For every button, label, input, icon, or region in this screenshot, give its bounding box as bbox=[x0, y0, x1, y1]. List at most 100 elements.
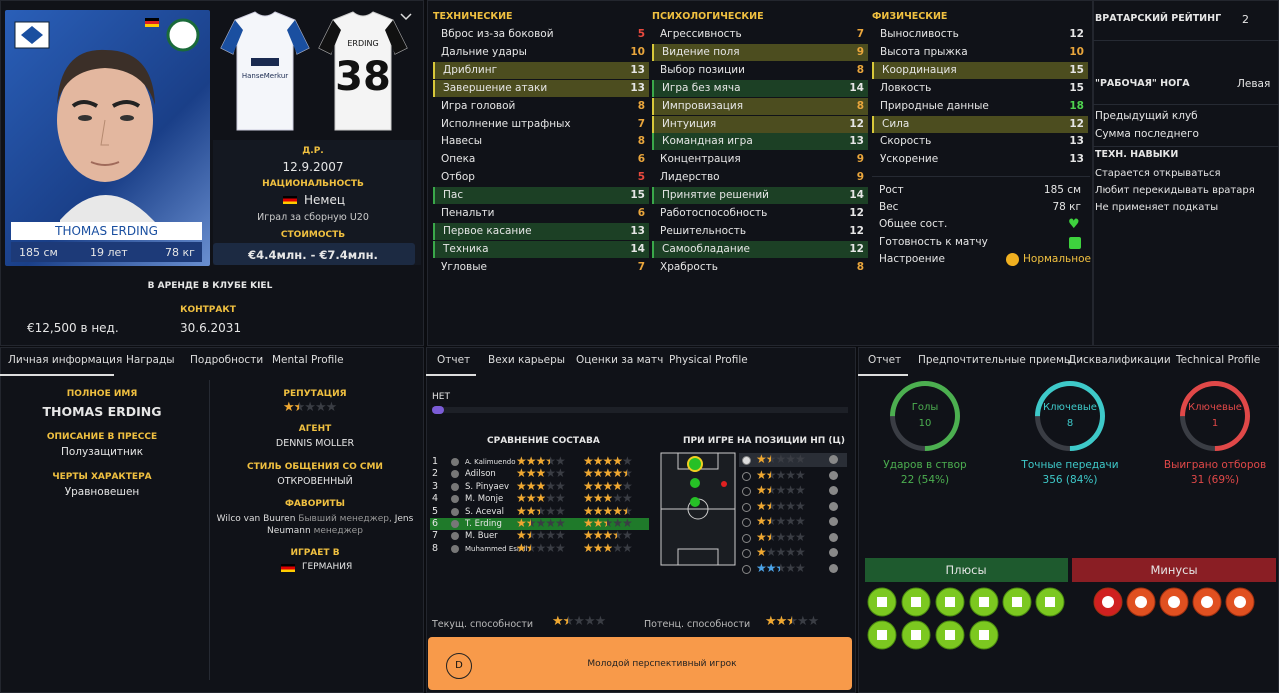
tab[interactable]: Награды bbox=[126, 354, 175, 366]
attribute-value: 13 bbox=[630, 81, 645, 94]
stars-fill: ★★★★★ bbox=[516, 503, 540, 518]
stars: ★★★★★★★★★★ bbox=[583, 466, 633, 480]
stars-fill: ★★★★★ bbox=[756, 545, 766, 559]
radio[interactable] bbox=[742, 502, 751, 512]
row-highlight bbox=[430, 518, 649, 530]
tab[interactable]: Отчет bbox=[868, 354, 902, 366]
stars: ★★★★★★★★★★ bbox=[756, 545, 806, 559]
tab[interactable]: Подробности bbox=[190, 354, 264, 366]
attribute-value: 14 bbox=[630, 242, 645, 255]
attribute-name: Выбор позиции bbox=[660, 63, 745, 76]
tab[interactable]: Mental Profile bbox=[272, 354, 344, 366]
attribute-name: Видение поля bbox=[662, 45, 740, 58]
attribute-row: Пас 15 bbox=[433, 187, 649, 205]
attribute-value: 12 bbox=[849, 207, 864, 219]
international: Играл за сборную U20 bbox=[257, 212, 369, 223]
tab-underline bbox=[426, 374, 476, 376]
stars: ★★★★★★★★★★ bbox=[756, 452, 806, 466]
tab[interactable]: Technical Profile bbox=[1176, 354, 1261, 366]
attribute-value: 10 bbox=[1069, 45, 1084, 58]
plays-for: ГЕРМАНИЯ bbox=[302, 562, 353, 572]
radio[interactable] bbox=[742, 549, 751, 558]
radio[interactable] bbox=[742, 471, 751, 481]
player-icon bbox=[451, 470, 459, 479]
trait: Не применяет подкаты bbox=[1095, 202, 1219, 213]
radio[interactable] bbox=[742, 456, 751, 465]
attribute-row: Дриблинг 13 bbox=[433, 61, 649, 79]
stars-fill: ★★★★★ bbox=[756, 560, 780, 575]
attribute-value: 12 bbox=[1069, 28, 1084, 40]
stars-fill: ★★★★★ bbox=[583, 540, 613, 555]
summary: Молодой перспективный игрок bbox=[587, 659, 737, 669]
radio[interactable] bbox=[742, 518, 751, 527]
favourites-label: ФАВОРИТЫ bbox=[285, 499, 345, 509]
gauge-caption: Ударов в створ bbox=[883, 459, 967, 471]
stars-fill: ★★★★★ bbox=[583, 478, 623, 493]
stars: ★★★★★★★★★★ bbox=[756, 499, 806, 513]
tab[interactable]: Предпочтительные приемы bbox=[918, 354, 1073, 366]
kit-sponsor: HanseMerkur bbox=[242, 72, 288, 80]
attribute-row: Исполнение штрафных 7 bbox=[433, 116, 649, 133]
stars-fill: ★★★★★ bbox=[516, 454, 550, 468]
mood-icon bbox=[1006, 252, 1019, 266]
tab[interactable]: Вехи карьеры bbox=[488, 354, 566, 366]
gauge-caption: Точные передачи bbox=[1021, 459, 1119, 471]
attribute-value: 9 bbox=[856, 171, 864, 184]
attribute-row: Ускорение 13 bbox=[872, 151, 1088, 168]
attribute-value: 15 bbox=[630, 189, 645, 202]
stars-fill: ★★★★★ bbox=[516, 491, 546, 506]
dob-label: Д.Р. bbox=[302, 146, 324, 156]
attribute-name: Агрессивность bbox=[660, 28, 742, 40]
attribute-row: Выбор позиции 8 bbox=[652, 62, 868, 79]
tab[interactable]: Отчет bbox=[437, 354, 471, 366]
radio[interactable] bbox=[742, 564, 751, 574]
attribute-value: 12 bbox=[1069, 117, 1084, 130]
attribute-row: Импровизация 8 bbox=[652, 97, 868, 115]
gauge-caption: Выиграно отборов bbox=[1163, 459, 1267, 471]
stars-fill: ★★★★★ bbox=[583, 491, 613, 506]
squad-name: M. Monje bbox=[465, 494, 504, 505]
gauge-value: 1 bbox=[1211, 418, 1219, 429]
separator bbox=[1093, 104, 1279, 105]
attribute-value: 12 bbox=[849, 117, 864, 130]
stars-fill: ★★★★★ bbox=[765, 614, 792, 629]
attribute-value: 13 bbox=[1069, 135, 1084, 148]
attribute-name: Навесы bbox=[441, 135, 483, 148]
trait: Любит перекидывать вратаря bbox=[1095, 185, 1255, 196]
attribute-value: 13 bbox=[1069, 153, 1084, 166]
physical-label: Вес bbox=[879, 201, 899, 214]
gk-value: 2 bbox=[1242, 13, 1249, 26]
attribute-row: Отбор 5 bbox=[433, 169, 649, 186]
player-icon bbox=[451, 532, 459, 541]
nationality-label: НАЦИОНАЛЬНОСТЬ bbox=[262, 179, 364, 189]
squad-name: Muhammed Esmil bbox=[465, 544, 528, 553]
radio[interactable] bbox=[742, 487, 751, 496]
attribute-group-title: ФИЗИЧЕСКИЕ bbox=[872, 11, 948, 22]
stars-track: ★★★★★ bbox=[516, 540, 566, 555]
agent-label: АГЕНТ bbox=[298, 424, 332, 434]
stars-track: ★★★★★ bbox=[516, 503, 566, 518]
foot: Левая bbox=[1237, 78, 1271, 90]
attribute-value: 12 bbox=[849, 242, 864, 255]
stars: ★★★★★★★★★★ bbox=[583, 454, 633, 468]
stars-fill: ★★★★★ bbox=[583, 528, 617, 543]
flag bbox=[281, 564, 295, 572]
squad-rank: 7 bbox=[432, 530, 439, 542]
info-icon bbox=[829, 532, 838, 542]
tab[interactable]: Оценки за матч bbox=[576, 354, 664, 366]
attribute-name: Опека bbox=[441, 153, 476, 166]
tab[interactable]: Дисквалификации bbox=[1068, 354, 1171, 366]
stars: ★★★★★★★★★★ bbox=[516, 491, 566, 506]
attribute-value: 13 bbox=[849, 135, 864, 148]
radio[interactable] bbox=[742, 533, 751, 543]
attribute-row: Концентрация 9 bbox=[652, 151, 868, 168]
tab[interactable]: Physical Profile bbox=[669, 354, 748, 366]
stars-track: ★★★★★ bbox=[756, 560, 806, 575]
attribute-name: Ускорение bbox=[880, 153, 939, 166]
tab[interactable]: Личная информация bbox=[8, 354, 123, 366]
position-title: ПРИ ИГРЕ НА ПОЗИЦИИ НП (Ц) bbox=[683, 436, 845, 446]
attribute-name: Дальние удары bbox=[441, 45, 527, 58]
info-icon bbox=[829, 470, 838, 480]
attribute-value: 7 bbox=[637, 117, 645, 130]
attribute-value: 8 bbox=[856, 99, 864, 112]
